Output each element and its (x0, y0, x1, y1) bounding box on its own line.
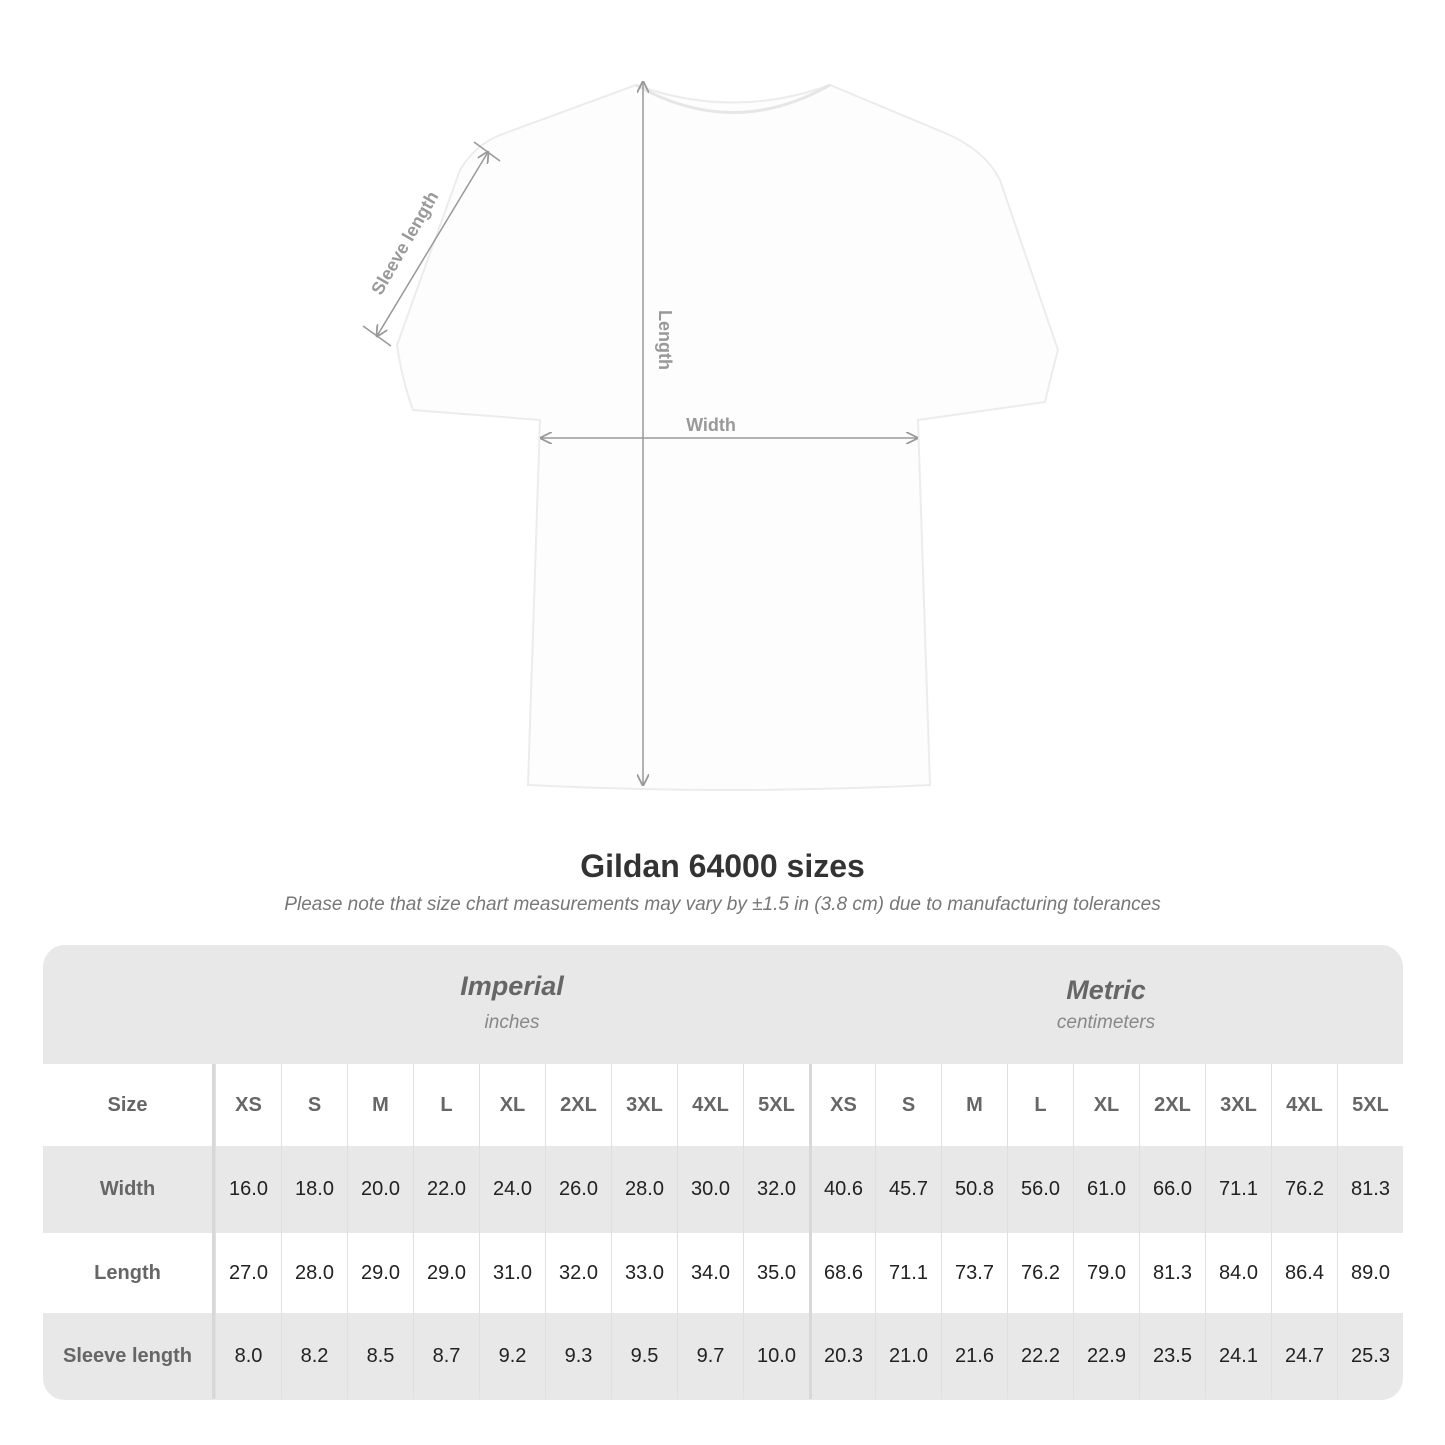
sleeve-length-metric-value: 23.5 (1139, 1313, 1205, 1399)
width-imperial-value: 30.0 (677, 1146, 743, 1233)
length-metric-value: 86.4 (1271, 1233, 1337, 1313)
metric-size-3xl: 3XL (1205, 1064, 1271, 1146)
width-metric-value: 40.6 (809, 1146, 875, 1233)
width-metric-value: 61.0 (1073, 1146, 1139, 1233)
tshirt-diagram: Sleeve length Length Width (362, 0, 1060, 791)
length-metric-value: 76.2 (1007, 1233, 1073, 1313)
sleeve-length-metric-value: 20.3 (809, 1313, 875, 1399)
sleeve-length-imperial-value: 9.7 (677, 1313, 743, 1399)
width-imperial-value: 18.0 (281, 1146, 347, 1233)
length-imperial-value: 35.0 (743, 1233, 809, 1313)
width-metric-value: 45.7 (875, 1146, 941, 1233)
sleeve-length-imperial-value: 8.2 (281, 1313, 347, 1399)
imperial-size-2xl: 2XL (545, 1064, 611, 1146)
length-imperial-value: 32.0 (545, 1233, 611, 1313)
width-imperial-value: 26.0 (545, 1146, 611, 1233)
length-imperial-value: 33.0 (611, 1233, 677, 1313)
length-metric-value: 73.7 (941, 1233, 1007, 1313)
width-imperial-value: 24.0 (479, 1146, 545, 1233)
imperial-header: Imperial inches (215, 945, 809, 1063)
imperial-size-3xl: 3XL (611, 1064, 677, 1146)
metric-size-xl: XL (1073, 1064, 1139, 1146)
tolerance-note: Please note that size chart measurements… (284, 894, 1161, 915)
length-imperial-value: 27.0 (215, 1233, 281, 1313)
sleeve-length-metric-value: 22.9 (1073, 1313, 1139, 1399)
imperial-size-m: M (347, 1064, 413, 1146)
length-metric-value: 79.0 (1073, 1233, 1139, 1313)
sleeve-length-metric-value: 21.6 (941, 1313, 1007, 1399)
length-imperial-value: 31.0 (479, 1233, 545, 1313)
sleeve-length-metric-value: 25.3 (1337, 1313, 1403, 1399)
collar (635, 83, 831, 114)
row-label-width: Width (43, 1146, 215, 1233)
width-metric-value: 66.0 (1139, 1146, 1205, 1233)
width-label: Width (686, 415, 736, 435)
sleeve-length-metric-value: 21.0 (875, 1313, 941, 1399)
width-metric-value: 50.8 (941, 1146, 1007, 1233)
metric-size-5xl: 5XL (1337, 1064, 1403, 1146)
imperial-size-xs: XS (215, 1064, 281, 1146)
width-metric-value: 81.3 (1337, 1146, 1403, 1233)
imperial-size-l: L (413, 1064, 479, 1146)
sleeve-length-imperial-value: 9.5 (611, 1313, 677, 1399)
size-chart-table: Imperial inches Metric centimeters Size X… (43, 945, 1403, 1400)
width-metric-value: 76.2 (1271, 1146, 1337, 1233)
metric-size-s: S (875, 1064, 941, 1146)
sleeve-length-imperial-value: 8.5 (347, 1313, 413, 1399)
length-imperial-value: 34.0 (677, 1233, 743, 1313)
width-imperial-value: 22.0 (413, 1146, 479, 1233)
sleeve-length-imperial-value: 9.3 (545, 1313, 611, 1399)
length-metric-value: 84.0 (1205, 1233, 1271, 1313)
imperial-size-4xl: 4XL (677, 1064, 743, 1146)
imperial-size-xl: XL (479, 1064, 545, 1146)
width-imperial-value: 32.0 (743, 1146, 809, 1233)
metric-size-xs: XS (809, 1064, 875, 1146)
sleeve-length-metric-value: 24.1 (1205, 1313, 1271, 1399)
length-imperial-value: 29.0 (413, 1233, 479, 1313)
length-metric-value: 71.1 (875, 1233, 941, 1313)
length-imperial-value: 29.0 (347, 1233, 413, 1313)
width-imperial-value: 20.0 (347, 1146, 413, 1233)
imperial-size-5xl: 5XL (743, 1064, 809, 1146)
metric-size-2xl: 2XL (1139, 1064, 1205, 1146)
width-metric-value: 56.0 (1007, 1146, 1073, 1233)
width-metric-value: 71.1 (1205, 1146, 1271, 1233)
sleeve-length-imperial-value: 10.0 (743, 1313, 809, 1399)
size-grid: Size XS S M L XL 2XL 3XL 4XL 5XL XS S M L XL 2XL 3XL 4XL 5… (43, 1064, 1403, 1399)
metric-size-4xl: 4XL (1271, 1064, 1337, 1146)
sleeve-measure-tick (473, 141, 501, 162)
length-metric-value: 68.6 (809, 1233, 875, 1313)
row-label-sleeve-length: Sleeve length (43, 1313, 215, 1399)
sleeve-measure-tick (362, 325, 392, 347)
width-imperial-value: 28.0 (611, 1146, 677, 1233)
sleeve-length-imperial-value: 9.2 (479, 1313, 545, 1399)
width-imperial-value: 16.0 (215, 1146, 281, 1233)
sleeve-length-metric-value: 24.7 (1271, 1313, 1337, 1399)
page-title: Gildan 64000 sizes (580, 848, 865, 884)
length-metric-value: 81.3 (1139, 1233, 1205, 1313)
sleeve-length-metric-value: 22.2 (1007, 1313, 1073, 1399)
imperial-unit: inches (484, 1012, 540, 1033)
metric-header: Metric centimeters (809, 945, 1403, 1063)
length-metric-value: 89.0 (1337, 1233, 1403, 1313)
row-label-length: Length (43, 1233, 215, 1313)
sleeve-length-imperial-value: 8.0 (215, 1313, 281, 1399)
metric-unit: centimeters (1056, 1012, 1156, 1033)
sleeve-length-imperial-value: 8.7 (413, 1313, 479, 1399)
length-label: Length (655, 310, 675, 370)
size-header-label: Size (43, 1064, 215, 1146)
length-imperial-value: 28.0 (281, 1233, 347, 1313)
imperial-title: Imperial (460, 971, 564, 1001)
metric-size-m: M (941, 1064, 1007, 1146)
metric-size-l: L (1007, 1064, 1073, 1146)
imperial-size-s: S (281, 1064, 347, 1146)
sleeve-measure-line (377, 152, 488, 336)
metric-title: Metric (1066, 975, 1146, 1005)
